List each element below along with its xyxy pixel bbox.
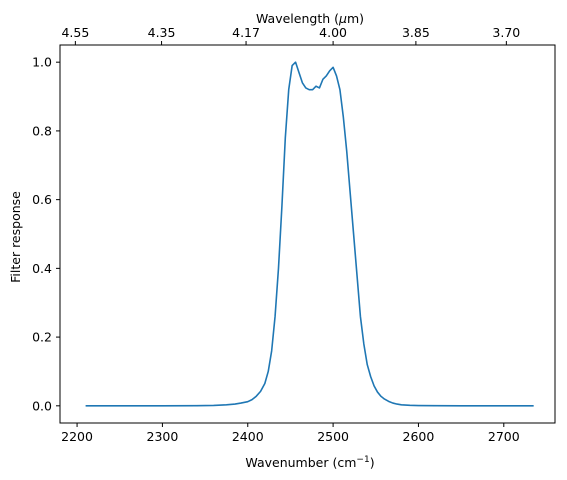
x-tick-label-3: 2500	[317, 429, 349, 444]
top-tick-label-5: 3.70	[492, 25, 520, 40]
top-tick-label-4: 3.85	[402, 25, 430, 40]
y-tick-label-0: 0.0	[32, 398, 52, 413]
series-line-0	[85, 61, 534, 407]
y-axis-label: Filter response	[8, 191, 23, 283]
plot-frame	[59, 44, 556, 424]
y-tick-label-1: 0.2	[32, 330, 52, 345]
x-tick-label-2: 2400	[232, 429, 264, 444]
top-tick-label-3: 4.00	[319, 25, 347, 40]
y-tick-label-3: 0.6	[32, 192, 52, 207]
x-axis-label-superscript: −1	[356, 455, 369, 465]
x-tick-label-0: 2200	[61, 429, 93, 444]
x-tick-label-1: 2300	[147, 429, 179, 444]
mu-symbol: μ	[338, 11, 347, 26]
plot-area	[59, 44, 556, 424]
top-tick-label-0: 4.55	[61, 25, 89, 40]
ticks: 2200 2300 2400 2500 2600 2700 0.0 0.2 0.4 0.6 0.8 1…	[32, 25, 520, 444]
top-axis-label: Wavelength (μm)	[256, 11, 364, 26]
y-tick-label-2: 0.4	[32, 261, 52, 276]
y-tick-label-5: 1.0	[32, 55, 52, 70]
x-axis-label: Wavenumber (cm−1)	[245, 455, 374, 470]
x-tick-label-4: 2600	[403, 429, 435, 444]
top-tick-label-1: 4.35	[148, 25, 176, 40]
x-tick-label-5: 2700	[488, 429, 520, 444]
y-tick-label-4: 0.8	[32, 123, 52, 138]
top-tick-label-2: 4.17	[232, 25, 260, 40]
